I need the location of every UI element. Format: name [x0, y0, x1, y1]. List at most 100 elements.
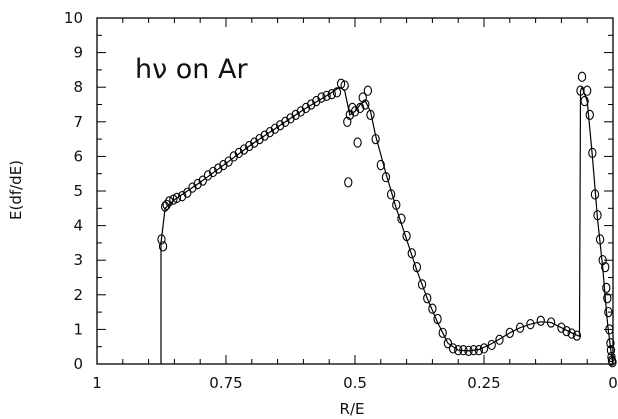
data-point: [239, 144, 249, 155]
data-point: [606, 345, 616, 356]
data-point: [366, 109, 375, 121]
data-point: [345, 109, 354, 121]
data-point: [343, 116, 352, 127]
data-point: [433, 313, 442, 325]
data-point: [219, 159, 228, 171]
data-points-layer: [157, 71, 617, 368]
y-tick-label: 5: [73, 182, 83, 200]
data-point: [183, 187, 192, 198]
data-point: [567, 328, 576, 339]
data-point: [585, 109, 594, 121]
data-point: [327, 88, 336, 100]
fit-curve-layer: [160, 85, 614, 365]
data-point: [376, 159, 385, 171]
data-point: [590, 189, 600, 200]
data-point: [340, 80, 349, 91]
data-point: [602, 282, 611, 294]
data-point: [606, 338, 615, 349]
x-tick-label: 0: [608, 374, 618, 392]
data-point: [353, 137, 362, 148]
data-point: [392, 199, 401, 210]
x-tick-label: 0.25: [467, 374, 500, 392]
data-point: [169, 194, 178, 205]
data-point: [412, 261, 422, 273]
data-point: [604, 306, 613, 318]
data-point: [505, 327, 514, 339]
y-tick-label: 6: [73, 147, 83, 165]
data-point: [407, 248, 416, 259]
y-tick-label: 4: [73, 217, 83, 235]
data-point: [417, 279, 427, 290]
data-point: [588, 147, 597, 159]
data-point: [188, 182, 197, 193]
data-point: [593, 210, 602, 221]
chart-annotation: hν on Ar: [135, 54, 248, 85]
fit-curve-line: [160, 85, 614, 365]
data-point: [598, 255, 607, 266]
data-point: [363, 85, 373, 96]
data-point: [296, 106, 305, 117]
data-point: [464, 345, 473, 357]
data-point: [402, 230, 411, 242]
data-point: [229, 151, 238, 162]
data-point: [260, 130, 269, 141]
data-point: [546, 317, 556, 328]
data-point: [160, 201, 170, 212]
data-point: [162, 199, 171, 210]
data-point: [386, 189, 396, 200]
y-tick-label: 3: [73, 251, 83, 269]
data-point: [479, 343, 489, 354]
data-point: [245, 140, 254, 152]
data-point: [469, 345, 478, 356]
data-point: [577, 71, 587, 82]
data-point: [495, 334, 504, 345]
data-point: [336, 78, 346, 89]
data-point: [557, 322, 566, 333]
data-point: [172, 192, 182, 204]
data-point: [157, 234, 166, 245]
plot-frame: [96, 17, 614, 365]
data-point: [487, 339, 496, 351]
x-axis-ticks: 1 0.75 0.5 0.25 0: [92, 18, 618, 392]
data-point: [572, 330, 582, 341]
data-point: [358, 92, 367, 103]
data-point: [317, 92, 326, 103]
data-point: [177, 191, 187, 202]
data-point: [443, 338, 453, 349]
data-point: [583, 85, 592, 96]
y-tick-label: 2: [73, 286, 83, 304]
x-tick-label: 0.75: [209, 374, 242, 392]
data-point: [250, 137, 259, 148]
data-point: [601, 261, 610, 273]
data-point: [214, 163, 223, 174]
x-tick-label: 0.5: [343, 374, 367, 392]
data-point: [158, 241, 168, 252]
data-point: [234, 147, 244, 159]
data-point: [350, 106, 360, 117]
data-point: [562, 325, 571, 337]
data-point: [356, 102, 365, 114]
data-point: [312, 95, 321, 107]
data-point: [381, 172, 391, 183]
data-point: [193, 178, 202, 190]
data-point: [448, 343, 458, 354]
data-point: [281, 116, 290, 127]
data-point: [580, 95, 589, 107]
data-point: [198, 175, 207, 186]
data-point: [371, 133, 380, 145]
y-tick-label: 10: [64, 9, 83, 27]
y-tick-label: 8: [73, 78, 83, 96]
data-point: [423, 293, 432, 304]
y-axis-label: E(df/dE): [7, 160, 25, 220]
data-point: [603, 293, 612, 304]
data-point: [322, 90, 331, 101]
data-point: [438, 327, 447, 339]
data-point: [165, 196, 174, 207]
y-tick-label: 1: [73, 320, 83, 338]
data-point: [208, 166, 218, 178]
data-point: [474, 345, 483, 356]
y-tick-label: 7: [73, 113, 83, 131]
data-point: [270, 123, 280, 134]
data-point: [332, 87, 342, 98]
